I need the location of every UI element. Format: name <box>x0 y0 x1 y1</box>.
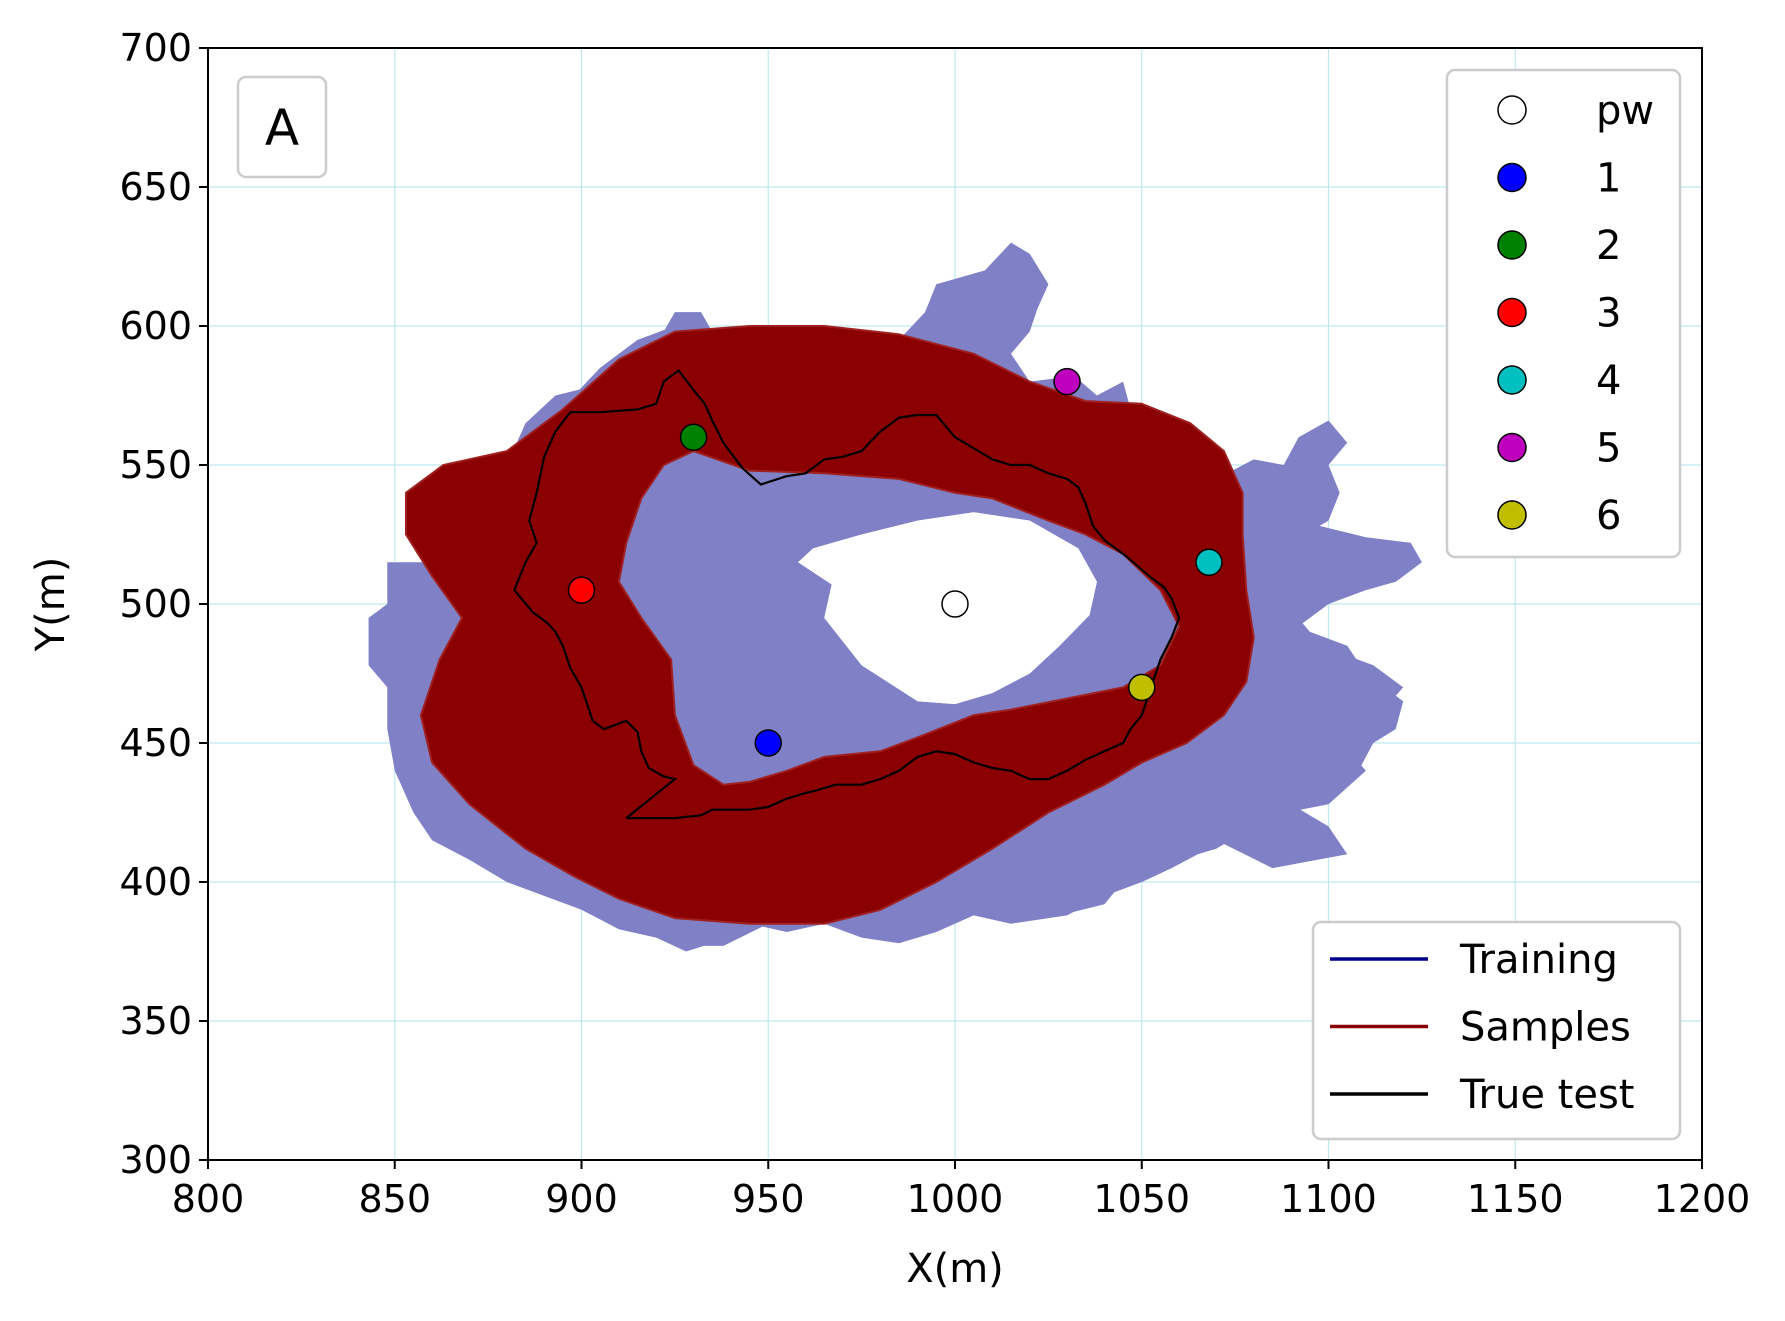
x-tick-label: 850 <box>358 1177 431 1221</box>
y-tick-label: 400 <box>119 860 192 904</box>
x-tick-label: 1150 <box>1467 1177 1564 1221</box>
legend-marker-6 <box>1497 500 1527 530</box>
y-tick-label: 350 <box>119 999 192 1043</box>
y-tick-label: 300 <box>119 1138 192 1182</box>
legend-label-1: 1 <box>1596 156 1621 202</box>
legend-marker-1 <box>1497 162 1527 193</box>
y-tick-label: 650 <box>119 165 192 209</box>
y-axis-ticks: 300 350 400 450 500 550 600 650 700 <box>119 26 208 1182</box>
legend-marker-4 <box>1497 365 1527 395</box>
well-marker-3 <box>567 576 596 604</box>
y-tick-label: 600 <box>119 304 192 348</box>
well-legend: pw 1 2 3 4 5 6 <box>1445 68 1682 559</box>
panel-label-box: A <box>236 75 328 179</box>
well-marker-6 <box>1128 673 1156 702</box>
series-legend: Training Samples True test <box>1311 920 1682 1141</box>
legend-label-true-test: True test <box>1459 1072 1635 1118</box>
x-tick-label: 1050 <box>1093 1177 1190 1221</box>
well-marker-4 <box>1195 548 1223 577</box>
y-tick-label: 450 <box>119 721 192 765</box>
legend-label-4: 4 <box>1596 358 1621 404</box>
legend-label-6: 6 <box>1596 493 1621 539</box>
legend-label-3: 3 <box>1596 291 1621 337</box>
panel-label: A <box>265 99 299 157</box>
x-tick-label: 800 <box>172 1177 245 1221</box>
legend-marker-2 <box>1497 230 1527 260</box>
y-tick-label: 700 <box>119 26 192 70</box>
legend-label-samples: Samples <box>1460 1005 1631 1051</box>
well-marker-2 <box>679 423 708 451</box>
legend-label-training: Training <box>1459 937 1618 983</box>
legend-label-2: 2 <box>1596 223 1621 269</box>
legend-marker-5 <box>1497 432 1527 463</box>
x-tick-label: 950 <box>732 1177 805 1221</box>
samples-area <box>405 325 1255 925</box>
x-tick-label: 1000 <box>907 1177 1004 1221</box>
well-marker-1 <box>754 729 782 757</box>
well-marker-pw <box>941 590 969 618</box>
legend-marker-3 <box>1497 297 1527 328</box>
legend-label-5: 5 <box>1596 426 1621 472</box>
well-markers <box>567 367 1223 757</box>
x-tick-label: 1100 <box>1280 1177 1377 1221</box>
x-tick-label: 900 <box>545 1177 618 1221</box>
x-tick-label: 1200 <box>1654 1177 1751 1221</box>
x-axis-label: X(m) <box>906 1246 1004 1292</box>
legend-marker-pw <box>1497 95 1527 125</box>
y-tick-label: 550 <box>119 443 192 487</box>
training-region-lobe <box>1197 748 1348 869</box>
well-marker-5 <box>1053 367 1081 396</box>
true-test-path <box>513 368 1181 820</box>
samples-region <box>405 325 1255 925</box>
x-axis-ticks: 800 850 900 950 1000 1050 1100 1150 1200 <box>172 1160 1751 1221</box>
legend-label-pw: pw <box>1596 88 1654 134</box>
true-test-line <box>513 368 1181 820</box>
y-tick-label: 500 <box>119 582 192 626</box>
y-axis-label: Y(m) <box>28 557 74 653</box>
